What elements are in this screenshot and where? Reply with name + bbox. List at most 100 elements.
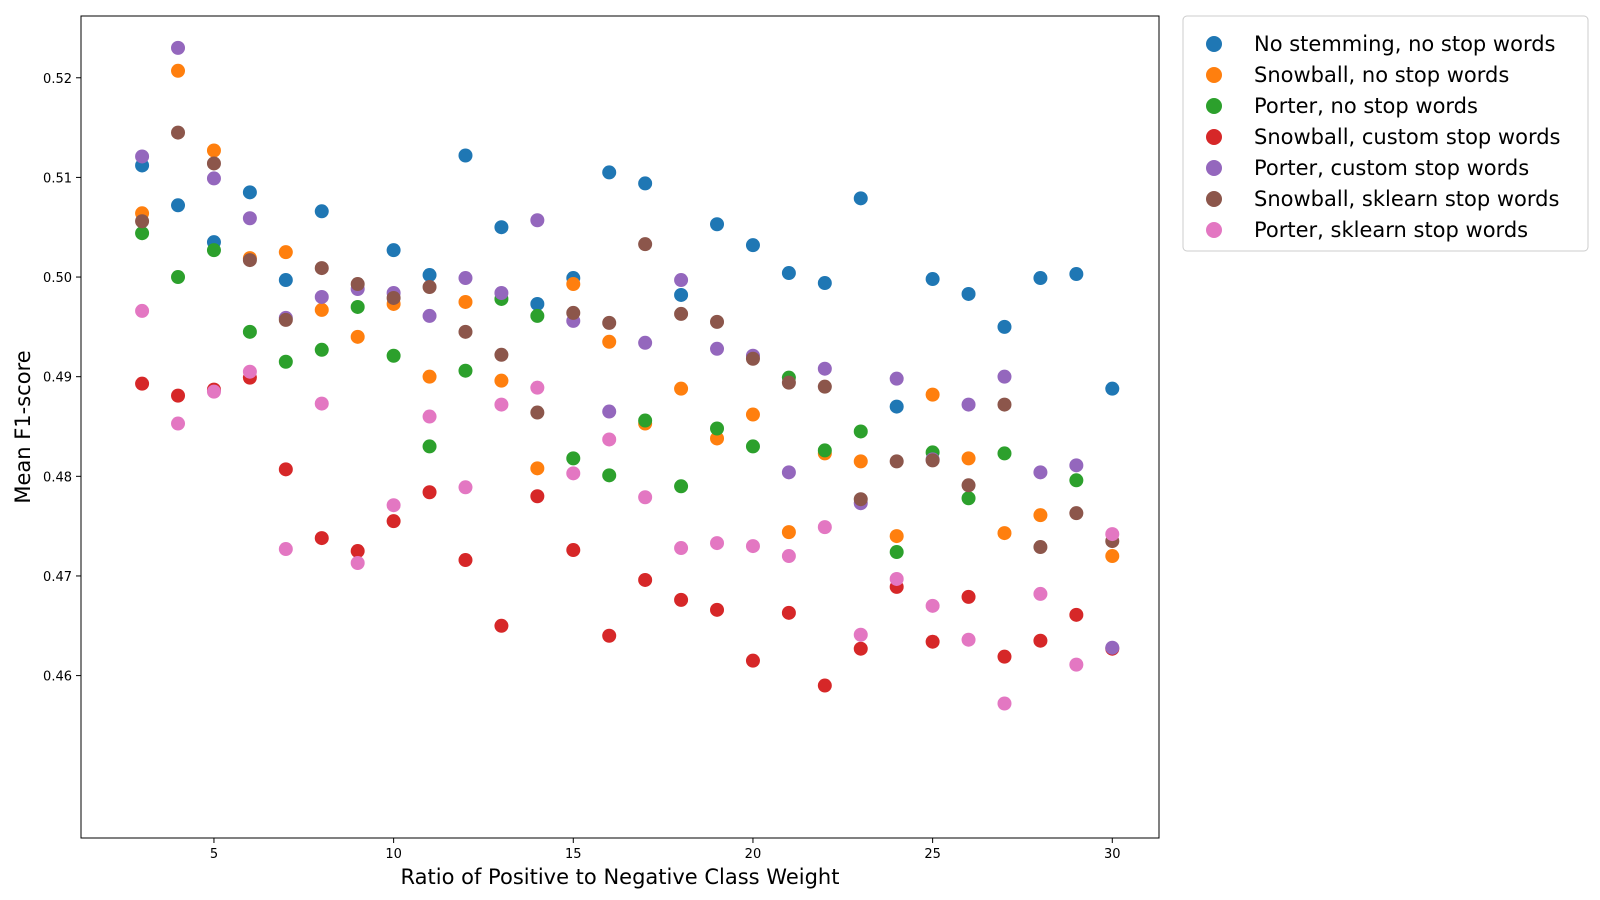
data-point xyxy=(350,556,365,571)
data-point xyxy=(925,272,940,287)
x-tick-label: 10 xyxy=(385,847,402,862)
data-point xyxy=(242,185,257,200)
data-point xyxy=(278,312,293,327)
data-point xyxy=(458,148,473,163)
data-point xyxy=(314,396,329,411)
data-point xyxy=(135,226,150,241)
data-point xyxy=(745,238,760,253)
data-point xyxy=(997,649,1012,664)
data-point xyxy=(853,191,868,206)
data-point xyxy=(745,439,760,454)
data-point xyxy=(350,299,365,314)
data-point xyxy=(314,302,329,317)
data-point xyxy=(602,468,617,483)
y-tick-label: 0.47 xyxy=(43,570,72,585)
data-point xyxy=(781,605,796,620)
y-tick-label: 0.51 xyxy=(43,171,72,186)
data-point xyxy=(494,397,509,412)
data-point xyxy=(458,294,473,309)
data-point xyxy=(961,451,976,466)
data-point xyxy=(710,341,725,356)
data-point xyxy=(638,237,653,252)
y-tick-label: 0.49 xyxy=(43,371,72,386)
data-point xyxy=(997,369,1012,384)
data-point xyxy=(530,489,545,504)
data-point xyxy=(997,319,1012,334)
data-point xyxy=(674,479,689,494)
data-point xyxy=(710,217,725,232)
x-axis-label: Ratio of Positive to Negative Class Weig… xyxy=(401,865,840,889)
data-point xyxy=(997,696,1012,711)
legend: No stemming, no stop words Snowball, no s… xyxy=(1182,15,1589,252)
y-axis-label: Mean F1-score xyxy=(11,350,35,503)
data-point xyxy=(961,589,976,604)
data-point xyxy=(853,492,868,507)
y-tick-label: 0.46 xyxy=(43,670,72,685)
data-point xyxy=(889,545,904,560)
data-point xyxy=(1105,527,1120,542)
data-point xyxy=(386,243,401,258)
data-point xyxy=(530,380,545,395)
data-point xyxy=(781,266,796,281)
data-point xyxy=(278,354,293,369)
data-point xyxy=(817,443,832,458)
data-point xyxy=(422,485,437,500)
legend-label: Porter, no stop words xyxy=(1254,94,1478,118)
data-point xyxy=(997,446,1012,461)
data-point xyxy=(925,453,940,468)
legend-label: Snowball, sklearn stop words xyxy=(1254,187,1559,211)
data-point xyxy=(422,268,437,283)
data-point xyxy=(674,541,689,556)
data-point xyxy=(530,213,545,228)
y-tick-label: 0.52 xyxy=(43,72,72,87)
data-point xyxy=(135,303,150,318)
data-point xyxy=(278,245,293,260)
data-point xyxy=(602,432,617,447)
data-point xyxy=(206,384,221,399)
data-point xyxy=(961,491,976,506)
data-point xyxy=(710,602,725,617)
data-point xyxy=(889,529,904,544)
data-point xyxy=(171,40,186,55)
data-point xyxy=(602,334,617,349)
legend-marker xyxy=(1206,98,1222,114)
data-point xyxy=(206,171,221,186)
data-point xyxy=(674,287,689,302)
data-point xyxy=(602,404,617,419)
data-point xyxy=(314,289,329,304)
data-point xyxy=(314,204,329,219)
data-point xyxy=(386,290,401,305)
data-point xyxy=(494,285,509,300)
data-point xyxy=(314,261,329,276)
data-point xyxy=(925,387,940,402)
data-point xyxy=(530,308,545,323)
data-point xyxy=(566,277,581,292)
data-point xyxy=(206,156,221,171)
data-point xyxy=(781,465,796,480)
x-tick-label: 15 xyxy=(565,847,582,862)
y-tick-label: 0.50 xyxy=(43,271,72,286)
x-tick-label: 5 xyxy=(210,847,218,862)
data-point xyxy=(853,454,868,469)
data-point xyxy=(530,405,545,420)
data-point xyxy=(314,531,329,546)
data-point xyxy=(530,461,545,476)
data-point xyxy=(638,413,653,428)
data-point xyxy=(602,165,617,180)
data-point xyxy=(422,308,437,323)
data-point xyxy=(638,176,653,191)
data-point xyxy=(674,592,689,607)
data-point xyxy=(422,369,437,384)
data-point xyxy=(1033,508,1048,523)
data-point xyxy=(1069,657,1084,672)
data-points xyxy=(135,40,1120,711)
legend-label: Snowball, no stop words xyxy=(1254,63,1509,87)
data-point xyxy=(674,273,689,288)
data-point xyxy=(171,388,186,403)
data-point xyxy=(745,407,760,422)
data-point xyxy=(242,211,257,226)
data-point xyxy=(1105,549,1120,564)
data-point xyxy=(350,329,365,344)
data-point xyxy=(566,305,581,320)
